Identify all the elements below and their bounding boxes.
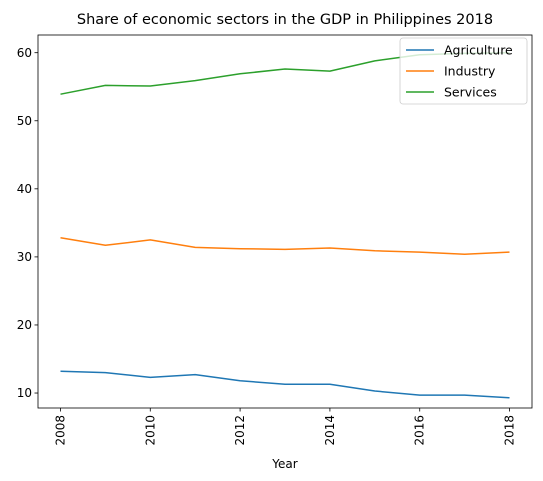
legend-label-industry: Industry bbox=[444, 64, 496, 79]
y-tick-label-30: 30 bbox=[17, 250, 32, 264]
y-tick-label-60: 60 bbox=[17, 46, 32, 60]
series-line-agriculture bbox=[60, 370, 510, 399]
legend: Agriculture Industry Services bbox=[399, 37, 528, 105]
x-tick-label-2008: 2008 bbox=[53, 415, 67, 446]
y-tick-label-50: 50 bbox=[17, 114, 32, 128]
x-tick-label-2012: 2012 bbox=[233, 415, 247, 446]
y-tick-label-10: 10 bbox=[17, 386, 32, 400]
x-tick-label-2014: 2014 bbox=[323, 415, 337, 446]
chart-title: Share of economic sectors in the GDP in … bbox=[77, 12, 493, 28]
x-axis-label: Year bbox=[271, 457, 297, 471]
y-tick-label-40: 40 bbox=[17, 182, 32, 196]
plot-area: 10 20 30 40 50 60 2008 2010 2012 2014 2016 2018 Agri… bbox=[17, 34, 533, 446]
x-tick-label-2010: 2010 bbox=[143, 415, 157, 446]
x-tick-label-2018: 2018 bbox=[503, 415, 517, 446]
y-tick-label-20: 20 bbox=[17, 318, 32, 332]
series-line-industry bbox=[60, 237, 510, 255]
legend-box bbox=[399, 37, 528, 105]
x-tick-label-2016: 2016 bbox=[413, 415, 427, 446]
axes-frame bbox=[37, 34, 533, 409]
legend-label-services: Services bbox=[444, 85, 497, 100]
legend-label-agriculture: Agriculture bbox=[444, 43, 513, 58]
